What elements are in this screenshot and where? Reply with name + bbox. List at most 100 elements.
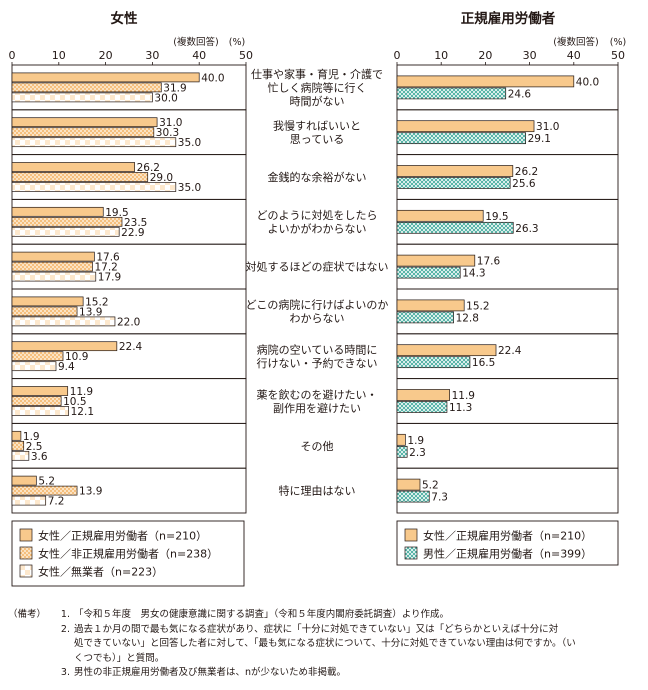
left-bar-value-label: 13.9 xyxy=(79,486,102,498)
left-bar xyxy=(11,226,120,237)
left-bar-value-label: 40.0 xyxy=(201,72,224,84)
left-bar xyxy=(11,296,84,307)
left-bar xyxy=(11,396,62,406)
left-bar xyxy=(11,406,69,416)
left-bar-value-label: 5.2 xyxy=(38,476,55,488)
notes-label: （備考） xyxy=(8,609,47,620)
right-x-tick-label: 40 xyxy=(567,49,581,62)
left-bar xyxy=(11,251,95,262)
category-label: 対処するほどの症状ではない xyxy=(246,260,389,274)
right-bar-value-label: 14.3 xyxy=(462,268,485,280)
right-bar-value-label: 25.6 xyxy=(512,178,536,190)
right-legend-swatch xyxy=(404,528,418,542)
right-bar-value-label: 7.3 xyxy=(431,492,448,504)
category-label: 特に理由はない xyxy=(279,484,356,498)
right-bar-value-label: 11.9 xyxy=(452,390,475,402)
right-bar xyxy=(396,490,430,503)
left-bar xyxy=(11,485,78,496)
category-label: 思っている xyxy=(290,133,344,146)
note-text: 男性の非正規雇用労働者及び無業者は、nが少ないため非掲載。 xyxy=(74,667,347,678)
left-bar xyxy=(11,351,64,362)
category-label: 副作用を避けたい xyxy=(273,401,361,415)
left-bar-value-label: 13.9 xyxy=(79,306,102,318)
right-bar xyxy=(396,344,497,357)
chart-canvas: 女性 正規雇用労働者 (複数回答) (%) (複数回答) (%) 0 10 20 30… xyxy=(9,10,626,587)
right-bar-value-label: 22.4 xyxy=(498,345,522,357)
left-bar xyxy=(11,495,47,506)
right-bar xyxy=(396,478,421,491)
left-bar-value-label: 31.0 xyxy=(159,117,182,129)
right-bar-value-label: 31.0 xyxy=(536,121,559,133)
left-bar-value-label: 22.0 xyxy=(117,316,140,328)
right-legend-box xyxy=(396,520,619,566)
category-label: どこの病院に行けばよいのか xyxy=(246,298,389,312)
right-category-frame xyxy=(396,243,619,290)
right-bar-value-label: 17.6 xyxy=(477,256,501,268)
left-bar-value-label: 17.6 xyxy=(96,252,120,264)
right-bar-value-label: 1.9 xyxy=(407,435,424,447)
left-bar xyxy=(11,117,158,128)
right-bar xyxy=(396,165,514,177)
note-number: 3. xyxy=(60,667,70,678)
right-bar xyxy=(396,254,476,267)
right-bar xyxy=(396,75,575,88)
right-bar xyxy=(396,266,461,279)
left-x-tick-label: 40 xyxy=(192,49,206,62)
left-bar xyxy=(11,82,162,93)
right-bar-value-label: 11.3 xyxy=(449,402,472,414)
left-bar xyxy=(11,206,104,217)
right-category-frame xyxy=(396,422,619,469)
note-text: 「令和５年度 男女の健康意識に関する調査」（令和５年度内閣府委託調査）より作成。 xyxy=(74,609,450,620)
left-bar xyxy=(11,216,123,227)
right-bar xyxy=(396,177,511,189)
left-legend-swatch xyxy=(19,564,33,578)
note-text: 処できていない」と回答した者に対して、「最も気になる症状について、十分に対処でき… xyxy=(74,638,576,649)
category-label: 金銭的な余裕がない xyxy=(268,170,367,184)
right-bar xyxy=(396,389,450,401)
left-x-tick-label: 10 xyxy=(52,49,66,62)
right-bar xyxy=(396,433,406,446)
right-legend-label: 男性／正規雇用労働者（n=399） xyxy=(423,547,592,561)
left-legend-box xyxy=(11,520,245,587)
left-bar xyxy=(11,92,153,103)
right-bar xyxy=(396,299,465,312)
left-bar xyxy=(11,450,30,461)
left-bar-value-label: 29.0 xyxy=(150,172,173,184)
left-bar-value-label: 35.0 xyxy=(178,182,201,194)
left-bar xyxy=(11,72,200,83)
left-bar-value-label: 30.0 xyxy=(154,92,177,104)
left-bar-value-label: 12.1 xyxy=(71,406,94,418)
left-bar xyxy=(11,271,97,282)
left-bar xyxy=(11,261,93,272)
right-bar xyxy=(396,311,454,324)
left-legend-swatch xyxy=(19,546,33,560)
right-chart-title: 正規雇用労働者 xyxy=(461,10,556,27)
right-bar xyxy=(396,120,535,133)
category-label: どのように対処をしたら xyxy=(257,208,378,222)
right-x-tick-label: 30 xyxy=(523,49,537,62)
right-bar-value-label: 24.6 xyxy=(508,88,532,100)
left-bar-value-label: 17.2 xyxy=(94,262,117,274)
left-bar-value-label: 35.0 xyxy=(178,137,201,149)
right-legend-label: 女性／正規雇用労働者（n=210） xyxy=(423,529,592,543)
right-bar-value-label: 5.2 xyxy=(422,480,439,492)
category-label: わからない xyxy=(290,312,345,325)
right-multiple-answer-note: (複数回答) xyxy=(553,36,598,48)
note-number: 1. xyxy=(60,609,70,620)
right-bar-value-label: 12.8 xyxy=(456,312,479,324)
left-chart-title: 女性 xyxy=(111,10,138,27)
right-category-frame xyxy=(396,467,619,514)
left-unit-label: (%) xyxy=(229,37,245,48)
left-bar-value-label: 23.5 xyxy=(124,217,147,229)
right-bar-value-label: 16.5 xyxy=(472,357,495,369)
left-bar-value-label: 17.9 xyxy=(98,272,121,284)
left-bar-value-label: 11.9 xyxy=(70,386,93,398)
right-bar-value-label: 19.5 xyxy=(485,211,508,223)
left-bar-value-label: 30.3 xyxy=(156,127,179,139)
right-bar xyxy=(396,221,514,234)
left-legend-label: 女性／非正規雇用労働者（n=238） xyxy=(38,547,218,561)
right-bar-value-label: 26.2 xyxy=(515,166,538,178)
note-number: 2. xyxy=(60,623,70,635)
left-bar-value-label: 15.2 xyxy=(85,296,108,308)
left-x-tick-label: 50 xyxy=(239,49,253,62)
